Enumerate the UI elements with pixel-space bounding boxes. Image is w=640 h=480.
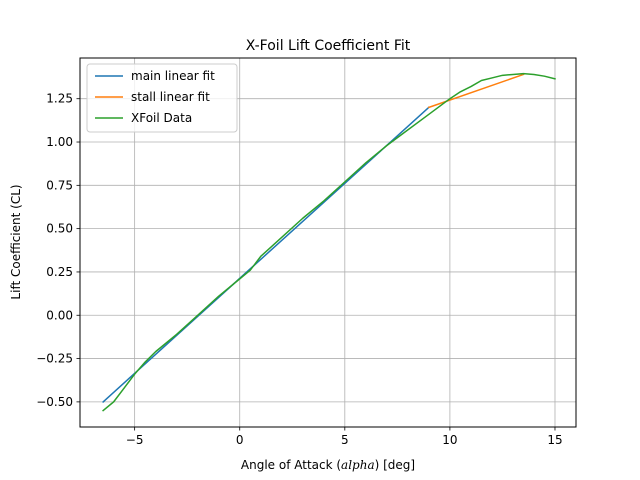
x-tick-label: −5 — [126, 433, 144, 447]
chart-title: X-Foil Lift Coefficient Fit — [246, 38, 411, 54]
y-tick-label: 0.00 — [46, 308, 73, 322]
x-axis-label-suffix: ) [deg] — [375, 458, 415, 472]
x-axis-label: Angle of Attack (alpha) [deg] — [241, 458, 415, 472]
x-axis-label-math: alpha — [341, 458, 375, 472]
y-tick-label: 1.25 — [46, 92, 73, 106]
x-tick-label: 5 — [341, 433, 349, 447]
y-tick-label: 0.50 — [46, 222, 73, 236]
legend: main linear fit stall linear fit XFoil Dat… — [86, 63, 238, 133]
y-tick-label: 1.00 — [46, 135, 73, 149]
x-axis-label-prefix: Angle of Attack ( — [241, 458, 341, 472]
series-line-xfoil-data — [102, 72, 556, 412]
y-axis-label: Lift Coefficient (CL) — [9, 184, 23, 299]
y-tick-label: 0.75 — [46, 178, 73, 192]
legend-label-main-linear-fit: main linear fit — [131, 69, 215, 83]
x-tick-label: 10 — [442, 433, 457, 447]
axis-ticks: −5 0 5 10 15 −0.50 −0.25 0.00 0.25 0.50 0.75 1.00 1.… — [36, 92, 562, 447]
y-tick-label: −0.50 — [36, 395, 73, 409]
y-tick-label: −0.25 — [36, 352, 73, 366]
legend-box — [86, 63, 238, 133]
plot-lines — [102, 72, 556, 412]
x-tick-label: 0 — [236, 433, 244, 447]
x-tick-label: 15 — [547, 433, 562, 447]
plot-frame — [79, 57, 577, 428]
grid — [80, 58, 576, 427]
y-tick-label: 0.25 — [46, 265, 73, 279]
legend-label-stall-linear-fit: stall linear fit — [131, 90, 210, 104]
legend-label-xfoil-data: XFoil Data — [131, 111, 192, 125]
